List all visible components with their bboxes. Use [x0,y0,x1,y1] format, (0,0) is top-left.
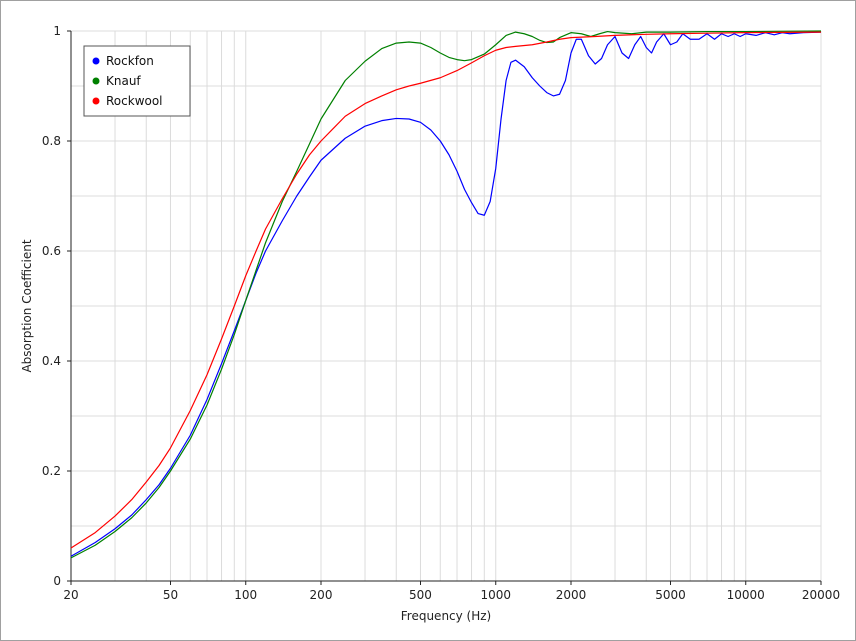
legend-label: Knauf [106,74,141,88]
tick-labels: 20 50 100 200 500 1000 2000 5000 10000 20000 0 0.2 0… [42,24,840,602]
x-tick-label: 1000 [480,588,511,602]
x-tick-label: 5000 [655,588,686,602]
x-tick-label: 100 [234,588,257,602]
x-axis-title: Frequency (Hz) [401,609,492,623]
legend-label: Rockfon [106,54,154,68]
x-tick-label: 500 [409,588,432,602]
axes [70,31,821,582]
x-tick-label: 20000 [802,588,840,602]
y-tick-label: 0.2 [42,464,61,478]
legend-box [83,45,191,117]
series-lines [70,30,822,559]
y-tick-label: 0 [53,574,61,588]
y-tick-label: 0.8 [42,134,61,148]
legend-label: Rockwool [106,94,163,108]
x-tick-label: 2000 [556,588,587,602]
legend-marker [92,97,100,105]
y-tick-label: 0.4 [42,354,61,368]
y-tick-label: 0.6 [42,244,61,258]
x-tick-label: 20 [63,588,78,602]
series-line-knauf [70,30,822,559]
legend: Rockfon Knauf Rockwool [83,45,191,117]
series-line-rockwool [70,31,822,549]
x-tick-label: 10000 [727,588,765,602]
series-line-rockfon [70,31,822,557]
y-tick-label: 1 [53,24,61,38]
legend-marker [92,57,100,65]
x-tick-label: 50 [163,588,178,602]
legend-marker [92,77,100,85]
x-tick-label: 200 [310,588,333,602]
y-axis-title: Absorption Coefficient [20,239,34,372]
